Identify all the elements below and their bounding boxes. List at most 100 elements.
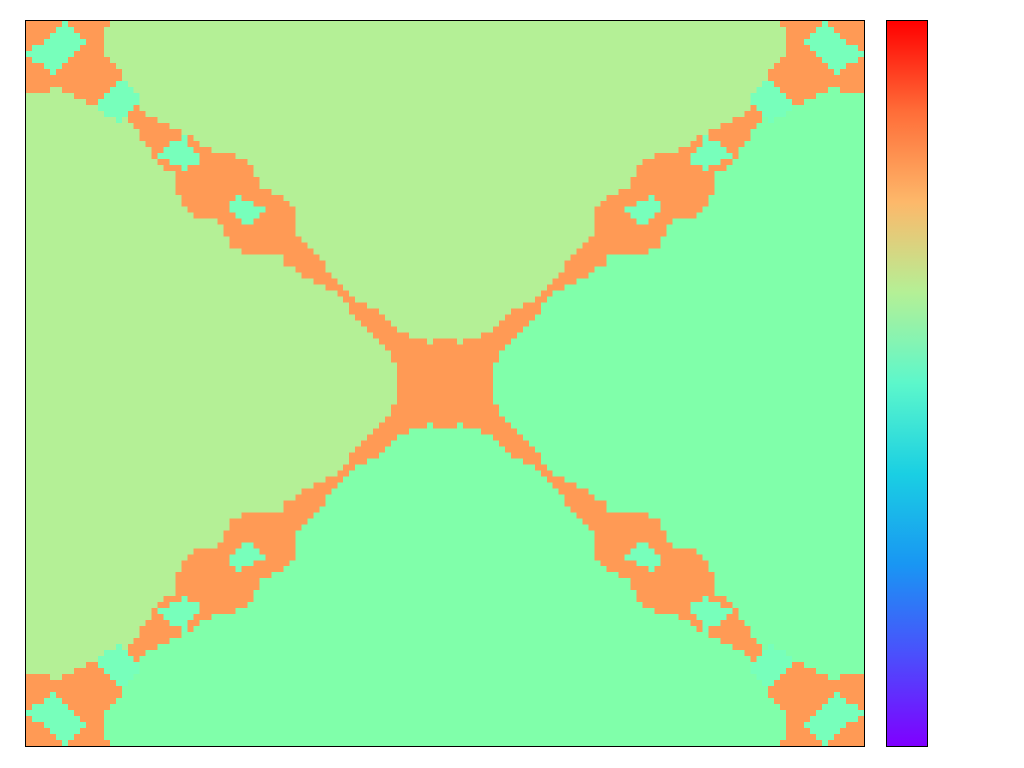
heatmap-cell bbox=[750, 632, 864, 639]
heatmap-cell bbox=[151, 608, 158, 615]
heatmap-cell bbox=[325, 500, 565, 507]
heatmap-cell bbox=[26, 386, 398, 393]
heatmap-cell bbox=[492, 398, 864, 405]
heatmap-cell bbox=[26, 680, 116, 687]
heatmap-cell bbox=[157, 644, 733, 651]
heatmap-cell bbox=[397, 362, 493, 369]
heatmap-cell bbox=[534, 314, 864, 321]
heatmap-cell bbox=[121, 644, 128, 651]
heatmap-cell bbox=[768, 686, 864, 693]
heatmap-cell bbox=[397, 434, 493, 441]
heatmap-cell bbox=[714, 188, 864, 195]
heatmap-cell bbox=[133, 86, 757, 93]
heatmap-cell bbox=[97, 104, 134, 111]
heatmap-cell bbox=[241, 512, 314, 519]
heatmap-cell bbox=[618, 188, 715, 195]
heatmap-cell bbox=[26, 620, 146, 627]
heatmap-cell bbox=[325, 476, 344, 483]
heatmap-cell bbox=[26, 32, 50, 39]
heatmap-cell bbox=[816, 50, 864, 57]
heatmap-cell bbox=[295, 554, 595, 561]
heatmap-cell bbox=[337, 470, 350, 477]
heatmap-cell bbox=[43, 722, 86, 729]
heatmap-cell bbox=[696, 626, 703, 633]
heatmap-cell bbox=[163, 146, 194, 153]
heatmap-cell bbox=[696, 146, 727, 153]
heatmap-cell bbox=[169, 158, 200, 165]
heatmap-cell bbox=[630, 584, 715, 591]
heatmap-cell bbox=[774, 62, 829, 69]
heatmap-cell bbox=[786, 668, 817, 675]
heatmap-cell bbox=[26, 206, 188, 213]
colorbar-gradient bbox=[887, 21, 927, 746]
heatmap-cell bbox=[433, 338, 457, 345]
heatmap-cell bbox=[660, 206, 703, 213]
heatmap-cell bbox=[756, 122, 864, 129]
heatmap-cell bbox=[391, 440, 499, 447]
heatmap-cell bbox=[379, 422, 428, 429]
heatmap-cell bbox=[121, 68, 769, 75]
heatmap-cell bbox=[828, 86, 841, 93]
heatmap-cell bbox=[349, 458, 368, 465]
heatmap-cell bbox=[139, 98, 751, 105]
heatmap-cell bbox=[564, 500, 607, 507]
heatmap-cell bbox=[762, 80, 775, 87]
heatmap-cell bbox=[385, 446, 505, 453]
heatmap-cell bbox=[355, 296, 535, 303]
heatmap-cell bbox=[630, 548, 655, 555]
heatmap-cell bbox=[175, 176, 260, 183]
heatmap-cell bbox=[26, 548, 194, 555]
heatmap-cell bbox=[223, 224, 296, 231]
heatmap-cell bbox=[139, 656, 751, 663]
heatmap-cell bbox=[462, 422, 511, 429]
heatmap-cell bbox=[109, 674, 134, 681]
heatmap-cell bbox=[750, 626, 864, 633]
heatmap-cell bbox=[145, 140, 170, 147]
heatmap-cell bbox=[85, 98, 98, 105]
heatmap-cell bbox=[361, 320, 392, 327]
heatmap-cell bbox=[73, 26, 104, 33]
heatmap-cell bbox=[26, 716, 32, 723]
heatmap-cell bbox=[26, 92, 74, 99]
heatmap-cell bbox=[768, 692, 835, 699]
heatmap-cell bbox=[379, 452, 511, 459]
heatmap-cell bbox=[666, 530, 864, 537]
heatmap-cell bbox=[600, 200, 637, 207]
heatmap-cell bbox=[103, 32, 787, 39]
heatmap-cell bbox=[211, 614, 679, 621]
heatmap-cell bbox=[26, 596, 164, 603]
heatmap-cell bbox=[26, 26, 56, 33]
heatmap-cell bbox=[55, 734, 74, 741]
heatmap-cell bbox=[26, 218, 218, 225]
heatmap-cell bbox=[199, 152, 236, 159]
heatmap-cell bbox=[283, 506, 320, 513]
heatmap-cell bbox=[139, 668, 751, 675]
heatmap-cell bbox=[397, 326, 493, 333]
heatmap-cell bbox=[26, 728, 50, 735]
heatmap-cell bbox=[504, 314, 535, 321]
heatmap-cell bbox=[313, 248, 577, 255]
heatmap-cell bbox=[31, 716, 80, 723]
heatmap-cell bbox=[295, 224, 595, 231]
heatmap-cell bbox=[480, 332, 517, 339]
heatmap-cell bbox=[271, 188, 619, 195]
heatmap-cell bbox=[26, 608, 152, 615]
heatmap-cell bbox=[26, 494, 296, 501]
heatmap-cell bbox=[26, 98, 86, 105]
heatmap-cell bbox=[343, 476, 547, 483]
heatmap-cell bbox=[175, 572, 272, 579]
heatmap-cell bbox=[840, 728, 864, 735]
heatmap-cell bbox=[744, 110, 763, 117]
heatmap-cell bbox=[26, 656, 98, 663]
heatmap-cell bbox=[379, 338, 428, 345]
heatmap-cell bbox=[295, 536, 595, 543]
heatmap-cell bbox=[26, 356, 392, 363]
heatmap-cell bbox=[786, 722, 805, 729]
heatmap-cell bbox=[726, 596, 864, 603]
heatmap-cell bbox=[654, 212, 697, 219]
heatmap-cell bbox=[26, 21, 62, 27]
heatmap-cell bbox=[181, 200, 230, 207]
heatmap-cell bbox=[786, 110, 864, 117]
heatmap-cell bbox=[624, 206, 661, 213]
heatmap-cell bbox=[55, 26, 74, 33]
